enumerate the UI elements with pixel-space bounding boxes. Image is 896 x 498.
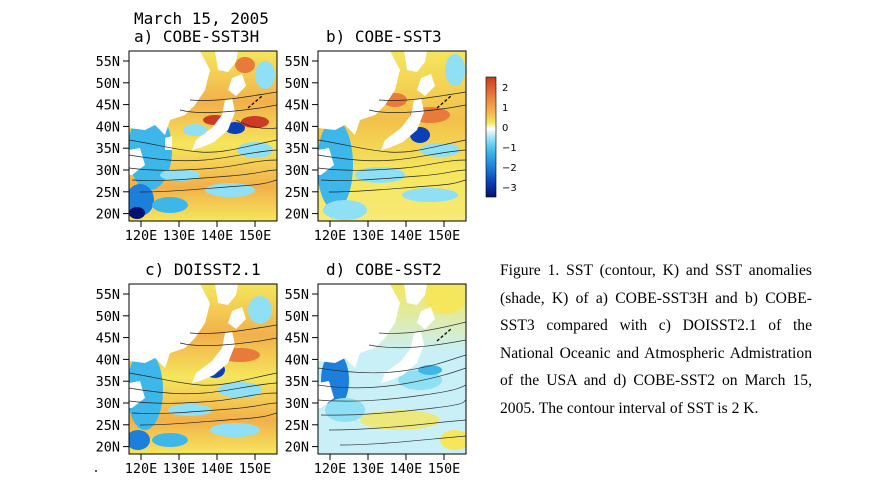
lat-tick-label: 40N bbox=[96, 352, 120, 368]
colorbar-tick-label: −2 bbox=[502, 163, 517, 174]
lat-tick-label: 30N bbox=[285, 396, 309, 412]
lat-tick-label: 40N bbox=[285, 119, 309, 135]
lat-tick-label: 45N bbox=[96, 98, 120, 114]
lat-tick-label: 45N bbox=[96, 331, 120, 347]
panel-b-title: b) COBE-SST3 bbox=[326, 27, 442, 46]
lat-tick-label: 35N bbox=[96, 374, 120, 390]
lat-tick-label: 35N bbox=[96, 141, 120, 157]
colorbar-tick-label: −3 bbox=[502, 183, 517, 194]
lat-tick-label: 50N bbox=[96, 309, 120, 325]
lat-tick-label: 50N bbox=[96, 76, 120, 92]
lon-tick-label: 130E bbox=[163, 461, 196, 477]
panel-c-map bbox=[129, 284, 277, 454]
panel-b-map bbox=[318, 51, 466, 221]
lon-tick-label: 140E bbox=[201, 461, 234, 477]
panel-c-frame bbox=[128, 283, 278, 455]
lon-tick-label: 130E bbox=[352, 228, 385, 244]
colorbar-tick-label: 2 bbox=[502, 83, 508, 94]
colorbar-tick-label: −1 bbox=[502, 143, 517, 154]
lat-tick-label: 45N bbox=[285, 98, 309, 114]
lat-tick-label: 25N bbox=[285, 418, 309, 434]
colorbar-tick-label: 1 bbox=[502, 103, 508, 114]
lat-tick-label: 25N bbox=[285, 185, 309, 201]
lon-tick-label: 120E bbox=[125, 461, 158, 477]
lat-tick-label: 45N bbox=[285, 331, 309, 347]
lon-tick-label: 150E bbox=[239, 228, 272, 244]
lat-tick-label: 30N bbox=[285, 163, 309, 179]
lat-tick-label: 50N bbox=[285, 309, 309, 325]
lat-tick-label: 20N bbox=[96, 440, 120, 456]
stray-dot bbox=[95, 470, 97, 472]
panel-d-frame bbox=[317, 283, 467, 455]
lat-tick-label: 40N bbox=[285, 352, 309, 368]
lat-tick-label: 40N bbox=[96, 119, 120, 135]
lat-tick-label: 20N bbox=[285, 207, 309, 223]
panel-c-title: c) DOISST2.1 bbox=[145, 260, 261, 279]
lon-tick-label: 150E bbox=[239, 461, 272, 477]
lon-tick-label: 120E bbox=[125, 228, 158, 244]
lat-tick-label: 30N bbox=[96, 396, 120, 412]
lat-tick-label: 55N bbox=[96, 54, 120, 70]
lon-tick-label: 120E bbox=[314, 461, 347, 477]
lon-tick-label: 120E bbox=[314, 228, 347, 244]
lat-tick-label: 25N bbox=[96, 418, 120, 434]
lat-tick-label: 55N bbox=[285, 287, 309, 303]
lon-tick-label: 150E bbox=[428, 228, 461, 244]
panel-d-title: d) COBE-SST2 bbox=[326, 260, 442, 279]
panel-a-map bbox=[129, 51, 277, 221]
lat-tick-label: 25N bbox=[96, 185, 120, 201]
lat-tick-label: 35N bbox=[285, 141, 309, 157]
panel-a-title: a) COBE-SST3H bbox=[134, 27, 259, 46]
lon-tick-label: 140E bbox=[390, 228, 423, 244]
lat-tick-label: 30N bbox=[96, 163, 120, 179]
panel-b-frame bbox=[317, 50, 467, 222]
figure-date: March 15, 2005 bbox=[134, 9, 269, 28]
lat-tick-label: 55N bbox=[96, 287, 120, 303]
panel-d-map bbox=[318, 284, 466, 454]
figure-caption: Figure 1. SST (contour, K) and SST anoma… bbox=[500, 262, 812, 417]
lon-tick-label: 130E bbox=[163, 228, 196, 244]
lon-tick-label: 150E bbox=[428, 461, 461, 477]
lat-tick-label: 20N bbox=[96, 207, 120, 223]
lon-tick-label: 130E bbox=[352, 461, 385, 477]
lat-tick-label: 20N bbox=[285, 440, 309, 456]
lat-tick-label: 35N bbox=[285, 374, 309, 390]
lon-tick-label: 140E bbox=[201, 228, 234, 244]
lon-tick-label: 140E bbox=[390, 461, 423, 477]
lat-tick-label: 55N bbox=[285, 54, 309, 70]
lat-tick-label: 50N bbox=[285, 76, 309, 92]
panel-a-frame bbox=[128, 50, 278, 222]
colorbar-tick-label: 0 bbox=[502, 123, 508, 134]
colorbar bbox=[485, 76, 497, 198]
